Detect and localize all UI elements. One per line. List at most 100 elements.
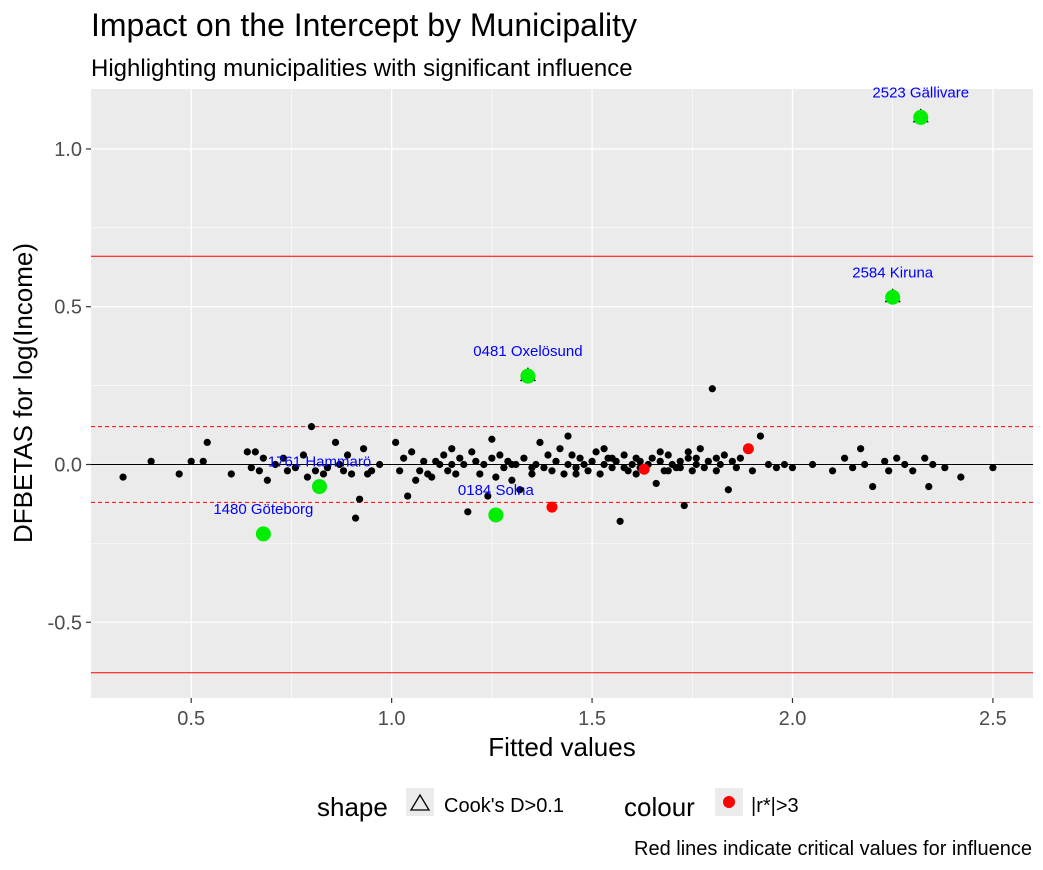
data-point xyxy=(881,457,889,465)
data-point xyxy=(596,470,604,478)
data-point xyxy=(404,492,412,500)
data-point xyxy=(355,495,364,503)
data-point xyxy=(516,486,524,494)
point-label: 0184 Solna xyxy=(458,482,535,499)
data-point xyxy=(941,464,949,472)
reference-lines xyxy=(91,255,1033,674)
data-point xyxy=(279,454,288,462)
data-point xyxy=(552,457,560,465)
data-point xyxy=(780,460,789,469)
data-point xyxy=(251,448,259,456)
legend-shape-title: shape xyxy=(317,792,388,822)
data-point xyxy=(692,460,700,469)
data-point xyxy=(488,454,496,462)
data-point xyxy=(396,467,404,475)
data-point xyxy=(901,460,909,469)
data-point xyxy=(476,470,484,478)
data-point xyxy=(893,454,901,462)
chart-subtitle: Highlighting municipalities with signifi… xyxy=(91,55,633,82)
data-point xyxy=(119,473,127,481)
data-point xyxy=(472,457,480,465)
data-point xyxy=(788,464,797,472)
data-point xyxy=(861,460,869,469)
axis-ticks: 0.5 1.0 1.5 2.0 2.5 -0.5 0.0 0.5 1.0 xyxy=(48,139,1007,730)
data-point xyxy=(199,457,207,465)
data-point xyxy=(412,476,420,484)
legend-colour-label: |r*|>3 xyxy=(751,795,799,817)
data-point xyxy=(841,454,849,462)
legend-shape-key xyxy=(406,788,434,816)
data-point xyxy=(564,432,572,440)
data-point xyxy=(540,464,548,472)
data-point xyxy=(712,454,720,462)
data-point xyxy=(480,460,488,469)
data-point xyxy=(464,508,472,516)
data-point xyxy=(227,470,235,478)
data-point xyxy=(632,470,640,478)
data-point xyxy=(652,479,660,488)
data-point xyxy=(580,460,588,469)
data-point xyxy=(909,467,917,475)
data-point xyxy=(444,467,452,475)
data-point xyxy=(748,467,757,475)
highlighted-point xyxy=(311,479,327,495)
data-point xyxy=(560,470,568,478)
data-point xyxy=(572,470,580,478)
x-tick-label: 2.0 xyxy=(779,708,807,730)
triangle-icon xyxy=(409,793,431,811)
data-point xyxy=(572,464,580,472)
data-point xyxy=(271,460,279,469)
data-point xyxy=(420,457,428,465)
highlighted-points: 2523 Gällivare 2584 Kiruna 0481 Oxelösund 1… xyxy=(213,84,969,542)
red-dot-icon xyxy=(723,796,735,808)
data-point xyxy=(536,438,544,447)
point-label: 2584 Kiruna xyxy=(852,264,934,281)
data-point xyxy=(764,460,773,469)
data-point xyxy=(255,467,263,475)
data-point xyxy=(556,445,564,453)
data-point xyxy=(704,457,712,465)
data-point xyxy=(869,482,877,491)
point-label: 1761 Hammarö xyxy=(268,454,371,471)
point-label: 1480 Göteborg xyxy=(213,501,313,518)
data-point xyxy=(484,492,492,500)
data-point xyxy=(416,467,424,475)
data-point xyxy=(708,385,716,393)
data-point xyxy=(351,514,360,522)
data-point xyxy=(331,438,340,447)
data-point xyxy=(468,448,476,456)
data-point xyxy=(696,445,704,453)
highlighted-point xyxy=(885,289,901,305)
data-point xyxy=(664,467,672,475)
data-point xyxy=(147,457,155,465)
data-point xyxy=(684,454,692,462)
data-point xyxy=(343,451,352,459)
data-point xyxy=(628,460,636,469)
data-point xyxy=(608,464,616,472)
data-point xyxy=(772,464,781,472)
data-point xyxy=(203,438,211,447)
data-point xyxy=(528,470,536,478)
data-point xyxy=(656,457,664,465)
data-point xyxy=(400,454,408,462)
data-point xyxy=(496,451,504,459)
data-point xyxy=(347,470,356,478)
data-point xyxy=(440,451,448,459)
data-point xyxy=(187,457,195,465)
data-point xyxy=(307,423,316,431)
data-point xyxy=(175,470,183,478)
data-point xyxy=(448,445,456,453)
point-label: 2523 Gällivare xyxy=(872,84,969,101)
data-point xyxy=(925,482,933,491)
data-point xyxy=(989,464,997,472)
data-point xyxy=(544,451,552,459)
data-points xyxy=(119,385,997,525)
data-point xyxy=(620,451,628,459)
chart-title: Impact on the Intercept by Municipality xyxy=(91,7,637,43)
y-axis-title: DFBETAS for log(Income) xyxy=(8,243,38,543)
data-point xyxy=(568,451,576,459)
y-tick-label: 1.0 xyxy=(54,139,82,161)
data-point xyxy=(849,464,857,472)
data-point xyxy=(283,467,292,475)
